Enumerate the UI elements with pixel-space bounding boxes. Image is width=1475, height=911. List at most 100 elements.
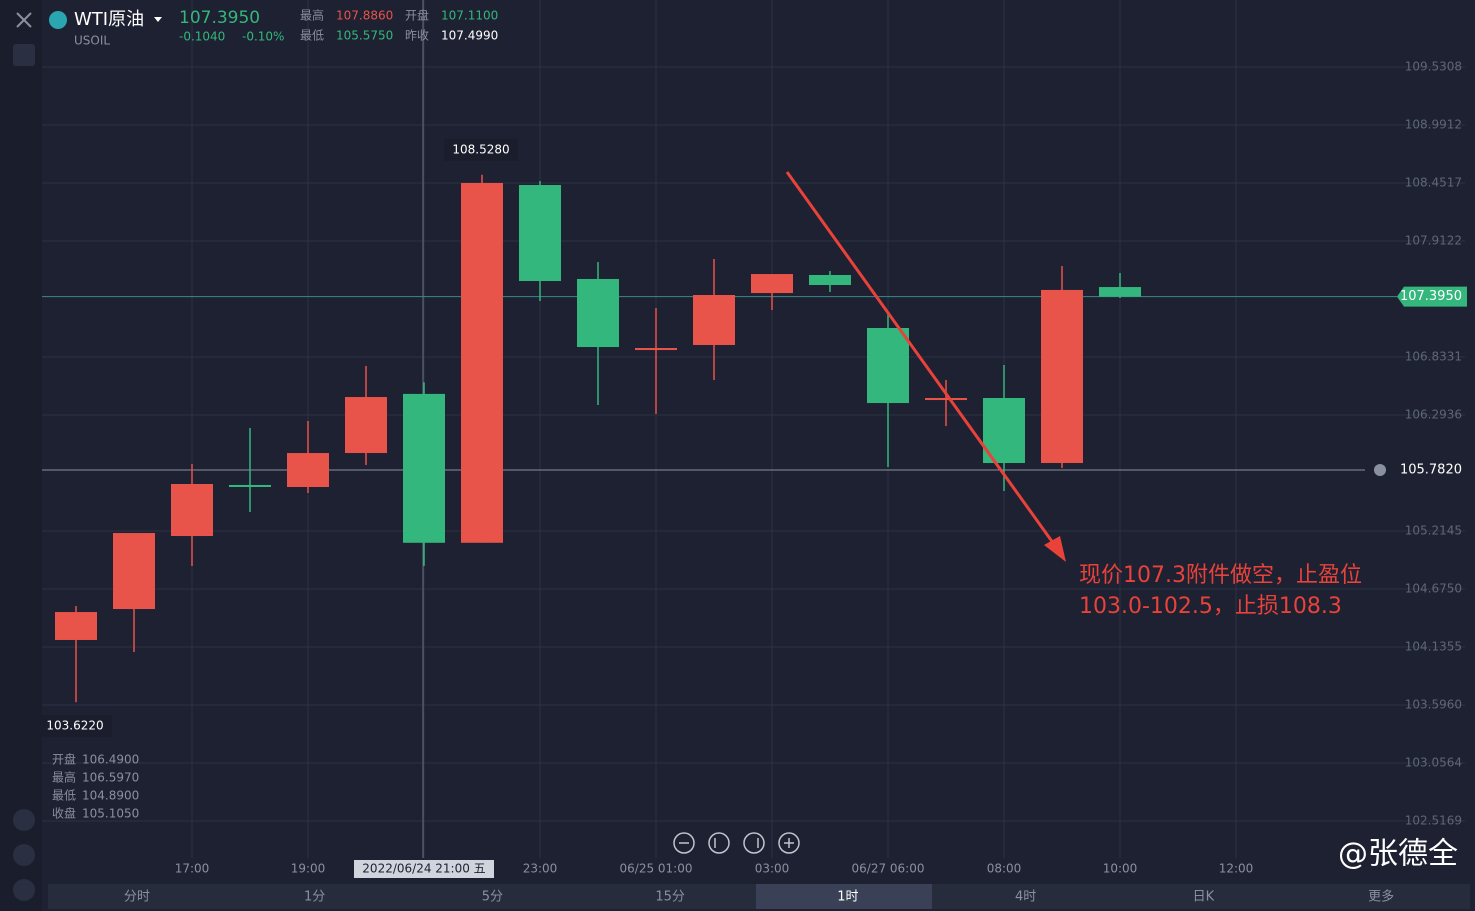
tab[interactable]: 5分 xyxy=(482,890,503,905)
y-tick-label: 108.4517 xyxy=(1405,176,1462,190)
y-tick-label: 104.6750 xyxy=(1405,582,1462,596)
x-tick-label: 2022/06/24 21:00 五 xyxy=(362,862,485,876)
x-tick-label: 06/25 01:00 xyxy=(620,862,693,876)
y-tick-label: 109.5308 xyxy=(1405,59,1462,73)
draw-button[interactable] xyxy=(13,844,35,866)
current-price-tag xyxy=(1397,286,1467,307)
arrow xyxy=(785,171,1058,548)
stat-label: 昨收 xyxy=(405,29,429,43)
annotation: 103.0-102.5，止损108.3 xyxy=(1079,594,1342,619)
x-tick-label: 12:00 xyxy=(1219,862,1254,876)
y-tick-label: 107.9122 xyxy=(1405,234,1462,248)
y-tick-label: 103.0564 xyxy=(1405,756,1462,770)
candle-body xyxy=(925,397,967,401)
crosshair-label-box xyxy=(354,860,494,878)
tab[interactable]: 4时 xyxy=(1015,890,1036,905)
go-end[interactable] xyxy=(743,832,765,854)
x-tick-label: 10:00 xyxy=(1103,862,1138,876)
candle-body xyxy=(55,612,97,640)
arrow-head xyxy=(1044,536,1066,562)
zoom-out[interactable] xyxy=(673,832,695,854)
max-label-box xyxy=(444,138,518,161)
go-start[interactable] xyxy=(708,832,730,854)
candle-body xyxy=(867,328,909,404)
x-tick-label: 03:00 xyxy=(755,862,790,876)
candle-body xyxy=(577,278,619,348)
x-tick-label: 19:00 xyxy=(291,862,326,876)
x-tick-label: 17:00 xyxy=(175,862,210,876)
change: -0.1040 xyxy=(179,30,225,44)
dropdown-caret[interactable] xyxy=(154,17,162,22)
candle-body xyxy=(287,453,329,488)
candle-body xyxy=(635,347,677,351)
toolbar xyxy=(0,0,42,911)
y-tick-label: 103.5960 xyxy=(1405,698,1462,712)
tab[interactable]: 分时 xyxy=(124,890,150,905)
y-tick-label: 108.9912 xyxy=(1405,118,1462,132)
price: 107.3950 xyxy=(179,8,260,28)
zoom-in[interactable] xyxy=(778,832,800,854)
y-tick-label: 106.8331 xyxy=(1405,350,1462,364)
alert-bell xyxy=(1374,464,1386,477)
candle-body xyxy=(403,393,445,543)
symbol[interactable]: WTI原油 xyxy=(74,9,144,30)
expand-button[interactable] xyxy=(13,44,35,66)
ohlc-label: 收盘 xyxy=(52,806,76,821)
close-button[interactable] xyxy=(16,12,32,28)
annotation: 现价107.3附件做空，止盈位 xyxy=(1079,563,1362,588)
symbol-icon xyxy=(49,11,67,29)
stat-label: 最低 xyxy=(300,29,324,43)
tab[interactable]: 日K xyxy=(1193,890,1215,905)
candle-body xyxy=(113,533,155,610)
symbol-code: USOIL xyxy=(74,34,110,48)
tab[interactable]: 1时 xyxy=(837,890,858,905)
y-tick-label: 105.2145 xyxy=(1405,524,1462,538)
ohlc-value: 104.8900 xyxy=(82,789,139,803)
tab[interactable]: 1分 xyxy=(304,890,325,905)
min-label-box xyxy=(38,715,112,738)
candle-body xyxy=(1099,287,1141,297)
current-price-label: 107.3950 xyxy=(1400,289,1462,304)
alert-label: 105.7820 xyxy=(1400,463,1462,478)
x-tick-label: 08:00 xyxy=(987,862,1022,876)
candle-body xyxy=(809,275,851,285)
x-tick-label: 06/27 06:00 xyxy=(852,862,925,876)
stat-value: 107.1100 xyxy=(441,9,498,23)
watermark: @张德全 xyxy=(1338,837,1458,872)
min-label: 103.6220 xyxy=(46,719,103,733)
tab[interactable]: 15分 xyxy=(655,890,685,905)
max-label: 108.5280 xyxy=(452,142,509,156)
candle-body xyxy=(983,397,1025,464)
stat-value: 105.5750 xyxy=(336,29,393,43)
change-pct: -0.10% xyxy=(242,30,284,44)
y-tick-label: 102.5169 xyxy=(1405,814,1462,828)
candle-body xyxy=(751,274,793,294)
indicator-button[interactable] xyxy=(13,879,35,901)
y-tick-label: 104.1355 xyxy=(1405,640,1462,654)
candle-body xyxy=(461,182,503,543)
ohlc-value: 106.4900 xyxy=(82,753,139,767)
stat-value: 107.8860 xyxy=(336,9,393,23)
active-tab xyxy=(756,884,932,909)
tool-button[interactable] xyxy=(13,809,35,831)
candle-body xyxy=(519,185,561,282)
candle-body xyxy=(1041,289,1083,464)
candle-body xyxy=(229,484,271,488)
y-tick-label: 106.2936 xyxy=(1405,408,1462,422)
ohlc-label: 最低 xyxy=(52,789,76,803)
ohlc-label: 最高 xyxy=(52,770,76,785)
ohlc-value: 105.1050 xyxy=(82,807,139,821)
x-tick-label: 23:00 xyxy=(523,862,558,876)
candle-body xyxy=(693,294,735,345)
stat-label: 最高 xyxy=(300,8,324,23)
alert-tag xyxy=(1395,460,1467,481)
candle-body xyxy=(171,483,213,537)
ohlc-value: 106.5970 xyxy=(82,771,139,785)
stat-value: 107.4990 xyxy=(441,29,498,43)
stat-label: 开盘 xyxy=(405,8,429,23)
tab[interactable]: 更多 xyxy=(1368,889,1394,905)
ohlc-label: 开盘 xyxy=(52,752,76,767)
